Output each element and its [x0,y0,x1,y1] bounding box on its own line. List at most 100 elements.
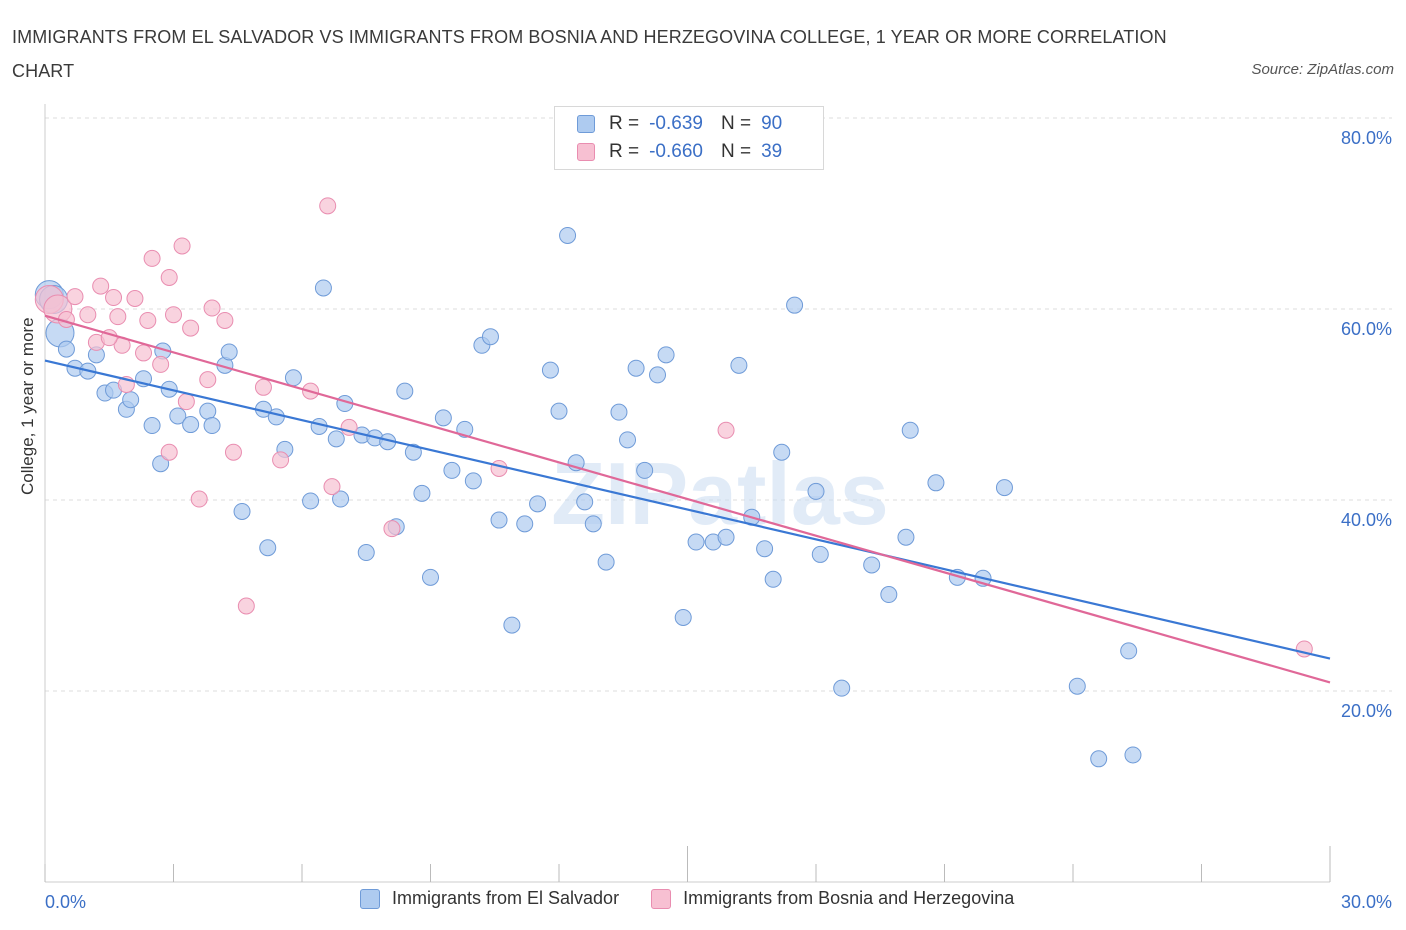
pink-swatch [651,888,672,909]
point-el-salvador [649,366,667,384]
point-bosnia [177,393,195,411]
point-bosnia [109,308,127,326]
point-el-salvador [927,474,945,492]
point-el-salvador [730,356,748,374]
point-el-salvador [717,528,735,546]
point-el-salvador [1124,746,1142,764]
point-el-salvador [516,515,534,533]
point-el-salvador [314,279,332,297]
point-bosnia [165,306,182,324]
point-el-salvador [413,484,431,502]
legend-label: Immigrants from Bosnia and Herzegovina [683,888,1015,908]
point-el-salvador [657,346,675,364]
point-el-salvador [1090,750,1108,768]
point-el-salvador [259,539,277,557]
legend-row-el-salvador: R = -0.639 N = 90 [577,111,782,137]
point-el-salvador [143,417,161,435]
point-el-salvador [559,226,577,244]
point-el-salvador [901,421,919,439]
point-bosnia [383,520,401,538]
trend-layer [44,314,1331,684]
point-bosnia [135,344,153,362]
point-el-salvador [122,391,140,409]
point-el-salvador [550,402,568,420]
point-bosnia [216,311,234,329]
blue-swatch [577,115,595,133]
r-value: -0.660 [649,141,703,162]
point-el-salvador [203,417,221,435]
legend-row-bosnia: R = -0.660 N = 39 [577,139,782,165]
point-el-salvador [327,430,345,448]
point-el-salvador [284,369,302,387]
point-el-salvador [786,296,804,314]
point-el-salvador [182,416,200,434]
n-label: N = [720,113,752,134]
point-el-salvador [863,556,881,574]
point-bosnia [139,311,157,329]
trend-line-el-salvador [44,359,1331,660]
point-el-salvador [357,544,375,562]
correlation-legend: R = -0.639 N = 90 R = -0.660 N = 39 [554,106,824,170]
point-bosnia [319,197,337,215]
x-tick-label: 0.0% [45,892,86,912]
n-value: 39 [761,141,783,162]
legend-item-el-salvador: Immigrants from El Salvador [360,888,619,909]
point-el-salvador [443,461,461,479]
point-el-salvador [529,495,547,513]
point-bosnia [66,288,84,306]
watermark: ZIPatlas [551,444,888,543]
point-el-salvador [396,382,414,400]
point-el-salvador [807,482,825,500]
source-label: Source: ZipAtlas.com [1251,61,1394,78]
chart-title: IMMIGRANTS FROM EL SALVADOR VS IMMIGRANT… [12,27,1167,81]
point-el-salvador [422,568,439,586]
point-el-salvador [756,540,774,558]
y-tick-label: 80.0% [1341,128,1392,148]
point-bosnia [126,289,144,307]
point-bosnia [254,378,272,396]
point-bosnia [152,355,170,373]
point-bosnia [272,451,290,469]
point-bosnia [105,289,123,307]
axis-layer [44,104,1331,883]
r-value: -0.639 [649,113,703,134]
y-axis-label: College, 1 year or more [18,317,37,495]
point-el-salvador [597,553,615,571]
point-el-salvador [220,343,238,361]
tick-label-layer: 20.0% 40.0% 60.0% 80.0% 0.0% 30.0% [45,128,1392,912]
point-el-salvador [995,479,1013,497]
pink-swatch [577,143,595,161]
point-el-salvador [880,586,898,604]
point-el-salvador [576,493,594,511]
series-legend: Immigrants from El Salvador Immigrants f… [360,888,1046,909]
point-el-salvador [233,502,251,520]
point-el-salvador [610,403,628,421]
point-bosnia [160,443,178,461]
legend-item-bosnia: Immigrants from Bosnia and Herzegovina [651,888,1014,909]
point-el-salvador [619,431,637,449]
n-value: 90 [761,113,783,134]
point-el-salvador [169,407,187,425]
points-layer [34,197,1313,768]
point-bosnia [143,249,161,267]
x-tick-label: 30.0% [1341,892,1392,912]
point-el-salvador [503,616,521,634]
point-bosnia [79,306,97,324]
point-bosnia [160,268,178,286]
point-el-salvador [434,409,452,427]
point-el-salvador [687,533,705,551]
point-el-salvador [490,511,508,529]
y-tick-label: 20.0% [1341,701,1392,721]
point-el-salvador [1068,677,1086,695]
point-bosnia [490,459,508,477]
point-el-salvador [199,402,217,420]
point-el-salvador [636,461,654,479]
blue-swatch [360,888,380,909]
point-el-salvador [833,679,851,697]
point-bosnia [199,371,217,389]
n-label: N = [720,141,752,162]
point-el-salvador [267,408,285,426]
point-el-salvador [764,570,782,588]
point-el-salvador [404,443,422,461]
point-bosnia [224,443,242,461]
